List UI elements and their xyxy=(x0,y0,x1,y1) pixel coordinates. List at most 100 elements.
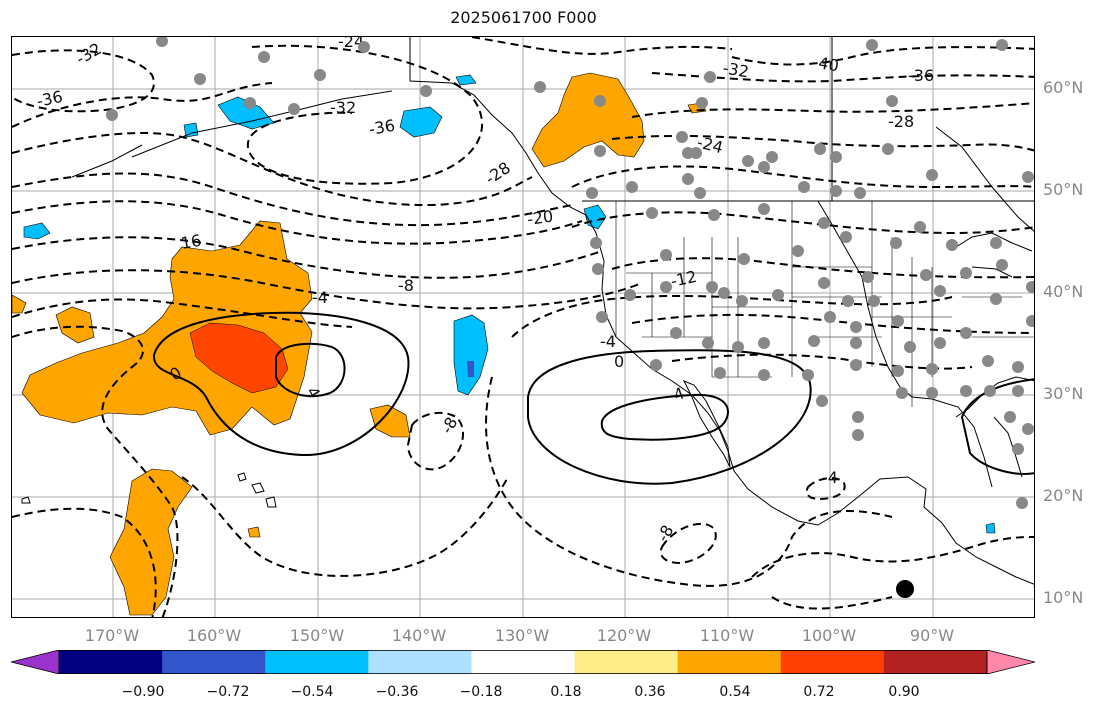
station-marker xyxy=(156,37,168,47)
colorbar-segment xyxy=(265,650,369,674)
contour-zero-east xyxy=(527,349,812,485)
station-marker xyxy=(808,335,820,347)
station-marker xyxy=(534,81,546,93)
colorbar-tick-label: 0.18 xyxy=(550,684,582,700)
colorbar-tick-label: 0.54 xyxy=(719,684,751,700)
station-marker xyxy=(852,429,864,441)
station-marker xyxy=(842,295,854,307)
contour-zero-right xyxy=(960,378,1034,475)
positive-anomaly-small-2 xyxy=(247,526,261,538)
station-marker xyxy=(920,269,932,281)
longitude-label: 110°W xyxy=(699,626,755,645)
station-marker xyxy=(996,39,1008,51)
station-marker xyxy=(1026,315,1034,327)
station-marker xyxy=(758,337,770,349)
station-marker xyxy=(824,311,836,323)
station-marker xyxy=(758,161,770,173)
contour-label: -28 xyxy=(888,112,914,131)
station-marker xyxy=(890,237,902,249)
station-marker xyxy=(914,221,926,233)
latitude-label: 60°N xyxy=(1043,78,1084,97)
colorbar-extend-high xyxy=(986,650,1035,674)
station-marker xyxy=(742,155,754,167)
station-marker xyxy=(194,73,206,85)
positive-anomaly-hawaii xyxy=(369,404,411,438)
station-marker xyxy=(694,187,706,199)
longitude-label: 100°W xyxy=(801,626,857,645)
contour-label: -32 xyxy=(721,58,750,81)
station-marker xyxy=(590,237,602,249)
strong-negative-anomaly xyxy=(467,361,474,377)
contour-label: -36 xyxy=(367,116,396,139)
contour-label: 4 xyxy=(671,383,687,404)
coastlines xyxy=(71,37,1034,585)
station-marker xyxy=(886,95,898,107)
station-marker xyxy=(868,295,880,307)
station-markers xyxy=(106,37,1034,509)
longitude-label: 160°W xyxy=(186,626,242,645)
colorbar-tick-label: −0.90 xyxy=(121,684,165,700)
contour-label: -8 xyxy=(398,276,414,295)
colorbar-segment xyxy=(368,650,472,674)
latitude-label: 10°N xyxy=(1043,588,1084,607)
station-marker xyxy=(982,355,994,367)
station-marker xyxy=(314,69,326,81)
station-marker xyxy=(792,245,804,257)
contour-label: -24 xyxy=(338,37,364,51)
positive-anomaly-edge xyxy=(12,294,27,314)
station-marker xyxy=(818,277,830,289)
longitude-label: 150°W xyxy=(289,626,345,645)
contour-label: -4 xyxy=(822,468,838,487)
contour-label: 16 xyxy=(179,231,202,253)
station-marker xyxy=(714,367,726,379)
station-marker xyxy=(258,51,270,63)
station-marker xyxy=(244,97,256,109)
station-marker xyxy=(830,185,842,197)
station-marker xyxy=(646,207,658,219)
station-marker xyxy=(732,341,744,353)
colorbar-segment xyxy=(59,650,163,674)
state-borders xyxy=(615,201,1034,407)
station-marker xyxy=(816,395,828,407)
negative-anomaly-alaska-small xyxy=(455,74,477,86)
station-marker xyxy=(1016,497,1028,509)
station-marker xyxy=(1012,443,1024,455)
station-marker xyxy=(696,97,708,109)
station-marker xyxy=(818,217,830,229)
negative-anomaly-west-edge xyxy=(23,222,51,240)
contour-label: -8 xyxy=(653,522,677,545)
station-marker xyxy=(850,321,862,333)
station-marker xyxy=(946,239,958,251)
colorbar xyxy=(11,650,1035,674)
colorbar-outline xyxy=(58,650,988,674)
positive-anomaly-bc xyxy=(531,72,645,168)
station-marker xyxy=(960,267,972,279)
contour-label: -4 xyxy=(312,288,328,307)
colorbar-tick-label: 0.90 xyxy=(888,684,920,700)
negative-anomaly-small-east xyxy=(985,522,996,534)
station-marker xyxy=(802,369,814,381)
contour-label: -40 xyxy=(811,52,840,75)
station-marker xyxy=(626,181,638,193)
station-marker xyxy=(766,151,778,163)
station-marker xyxy=(852,411,864,423)
contour-zero-west xyxy=(152,311,410,457)
station-marker xyxy=(1022,171,1034,183)
station-marker xyxy=(660,249,672,261)
colorbar-tick-label: 0.36 xyxy=(634,684,666,700)
station-marker xyxy=(840,231,852,243)
colorbar-segment xyxy=(677,650,782,674)
station-marker xyxy=(718,287,730,299)
station-marker xyxy=(960,327,972,339)
longitude-label: 170°W xyxy=(84,626,140,645)
contour-label: -20 xyxy=(526,207,555,229)
colorbar-tick-label: 0.72 xyxy=(803,684,835,700)
station-marker xyxy=(996,259,1008,271)
shaded-field xyxy=(12,72,996,616)
station-marker xyxy=(702,337,714,349)
station-marker xyxy=(288,103,300,115)
colorbar-segment xyxy=(780,650,885,674)
contour-label: -12 xyxy=(669,267,699,291)
strong-positive-anomaly xyxy=(189,322,289,394)
station-marker xyxy=(738,253,750,265)
